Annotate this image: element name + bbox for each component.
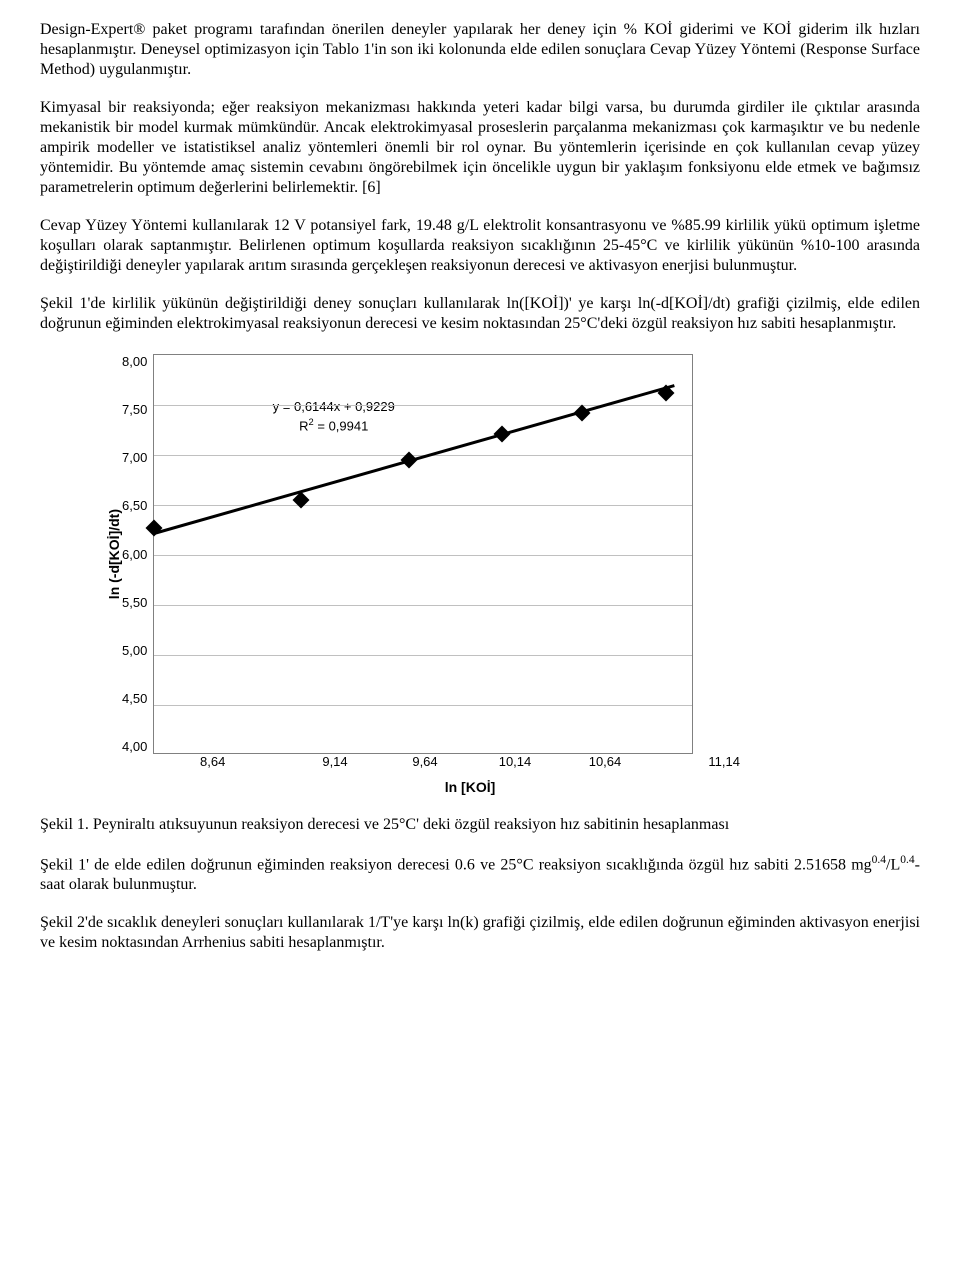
paragraph-2: Kimyasal bir reaksiyonda; eğer reaksiyon… bbox=[40, 98, 920, 198]
chart-x-tick: 9,64 bbox=[380, 754, 470, 769]
chart-y-tick: 7,00 bbox=[122, 450, 147, 465]
paragraph-1: Design-Expert® paket programı tarafından… bbox=[40, 20, 920, 80]
paragraph-4: Şekil 1'de kirlilik yükünün değiştirildi… bbox=[40, 294, 920, 334]
chart-data-marker bbox=[494, 426, 511, 443]
chart-y-tick: 7,50 bbox=[122, 402, 147, 417]
chart-equation-line-1: y = 0,6144x + 0,9229 bbox=[273, 399, 395, 416]
paragraph-5: Şekil 1' de elde edilen doğrunun eğimind… bbox=[40, 853, 920, 895]
chart-x-ticks: 8,649,149,6410,1410,6411,14 bbox=[200, 754, 740, 769]
figure-1-chart: ln (-d[KOİ]/dt) 8,00 7,50 7,00 6,50 6,00 5,50… bbox=[100, 354, 740, 795]
chart-y-tick: 5,00 bbox=[122, 643, 147, 658]
chart-x-tick: 9,14 bbox=[290, 754, 380, 769]
chart-data-marker bbox=[573, 405, 590, 422]
chart-y-tick: 5,50 bbox=[122, 595, 147, 610]
figure-1-caption: Şekil 1. Peyniraltı atıksuyunun reaksiyo… bbox=[40, 815, 920, 835]
chart-x-tick: 10,14 bbox=[470, 754, 560, 769]
chart-x-tick: 8,64 bbox=[200, 754, 290, 769]
paragraph-6: Şekil 2'de sıcaklık deneyleri sonuçları … bbox=[40, 913, 920, 953]
chart-plot-area: y = 0,6144x + 0,9229 R2 = 0,9941 bbox=[153, 354, 693, 754]
paragraph-3: Cevap Yüzey Yöntemi kullanılarak 12 V po… bbox=[40, 216, 920, 276]
chart-y-tick: 8,00 bbox=[122, 354, 147, 369]
chart-y-tick: 4,50 bbox=[122, 691, 147, 706]
chart-y-axis-label: ln (-d[KOİ]/dt) bbox=[100, 509, 122, 599]
chart-x-tick: 10,64 bbox=[560, 754, 650, 769]
chart-y-tick: 6,50 bbox=[122, 498, 147, 513]
chart-y-tick: 6,00 bbox=[122, 547, 147, 562]
chart-equation-line-2: R2 = 0,9941 bbox=[273, 416, 395, 435]
chart-x-tick: 11,14 bbox=[650, 754, 740, 769]
chart-x-axis-label: ln [KOİ] bbox=[200, 779, 740, 795]
chart-y-tick: 4,00 bbox=[122, 739, 147, 754]
chart-y-ticks: 8,00 7,50 7,00 6,50 6,00 5,50 5,00 4,50 4,00 bbox=[122, 354, 153, 754]
